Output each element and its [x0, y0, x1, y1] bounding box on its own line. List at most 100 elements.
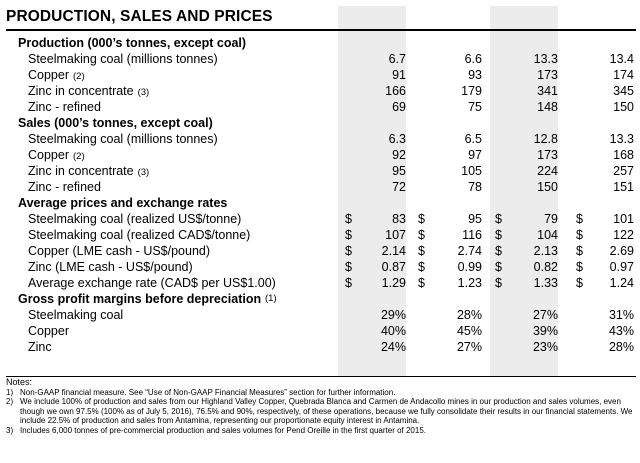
- value-cell: 2.14: [381, 244, 406, 258]
- section-header-production: Production (000’s tonnes, except coal): [0, 36, 640, 52]
- row-label: Zinc - refined: [28, 180, 101, 194]
- table-row: Zinc in concentrate (3) 95 105 224 257: [0, 164, 640, 180]
- table-row: Steelmaking coal (realized CAD$/tonne) $1…: [0, 228, 640, 244]
- value-cell: 101: [613, 212, 634, 226]
- value-cell: 79: [544, 212, 558, 226]
- value-cell: 6.7: [388, 52, 406, 66]
- dollar-sign: $: [418, 276, 425, 290]
- table-row: Copper (2) 92 97 173 168: [0, 148, 640, 164]
- dollar-sign: $: [418, 244, 425, 258]
- value-cell: 174: [613, 68, 634, 82]
- value-cell: 0.87: [381, 260, 406, 274]
- row-label: Copper (2): [28, 148, 85, 162]
- value-cell: 95: [468, 212, 482, 226]
- dollar-sign: $: [495, 244, 502, 258]
- dollar-sign: $: [495, 276, 502, 290]
- section-header-prices: Average prices and exchange rates: [0, 196, 640, 212]
- value-cell: 179: [461, 84, 482, 98]
- value-cell: 1.23: [457, 276, 482, 290]
- row-label: Zinc: [28, 340, 52, 354]
- value-cell: 1.24: [609, 276, 634, 290]
- value-cell: 83: [392, 212, 406, 226]
- row-label-text: Zinc in concentrate: [28, 164, 134, 178]
- section-header-label: Sales (000’s tonnes, except coal): [18, 116, 213, 130]
- row-label-text: Zinc (LME cash - US$/pound): [28, 260, 193, 274]
- row-label: Copper: [28, 324, 69, 338]
- footnote-ref: (1): [265, 293, 277, 304]
- section-header-margins: Gross profit margins before depreciation…: [0, 292, 640, 308]
- value-cell: 173: [537, 148, 558, 162]
- row-label: Copper (LME cash - US$/pound): [28, 244, 210, 258]
- dollar-sign: $: [576, 244, 583, 258]
- value-cell: 45%: [456, 324, 482, 338]
- dollar-sign: $: [345, 260, 352, 274]
- value-cell: 0.82: [533, 260, 558, 274]
- row-label-text: Zinc - refined: [28, 180, 101, 194]
- value-cell: 166: [385, 84, 406, 98]
- table-row: Zinc in concentrate (3) 166 179 341 345: [0, 84, 640, 100]
- value-cell: 13.4: [609, 52, 634, 66]
- value-cell: 24%: [380, 340, 406, 354]
- row-label-text: Steelmaking coal: [28, 308, 124, 322]
- row-label-text: Copper: [28, 148, 69, 162]
- value-cell: 31%: [608, 308, 634, 322]
- value-cell: 27%: [532, 308, 558, 322]
- value-cell: 2.13: [533, 244, 558, 258]
- value-cell: 122: [613, 228, 634, 242]
- row-label-text: Zinc - refined: [28, 100, 101, 114]
- section-header-sales: Sales (000’s tonnes, except coal): [0, 116, 640, 132]
- value-cell: 168: [613, 148, 634, 162]
- value-cell: 151: [613, 180, 634, 194]
- dollar-sign: $: [576, 212, 583, 226]
- value-cell: 150: [613, 100, 634, 114]
- dollar-sign: $: [495, 228, 502, 242]
- title-rule: [6, 29, 636, 31]
- row-label-text: Average exchange rate (CAD$ per US$1.00): [28, 276, 276, 290]
- table-row: Zinc 24% 27% 23% 28%: [0, 340, 640, 356]
- dollar-sign: $: [495, 260, 502, 274]
- value-cell: 2.69: [609, 244, 634, 258]
- value-cell: 2.74: [457, 244, 482, 258]
- value-cell: 13.3: [609, 132, 634, 146]
- value-cell: 104: [537, 228, 558, 242]
- dollar-sign: $: [418, 228, 425, 242]
- row-label: Steelmaking coal: [28, 308, 123, 322]
- table-row: Copper 40% 45% 39% 43%: [0, 324, 640, 340]
- section-header-label: Gross profit margins before depreciation: [18, 292, 262, 306]
- value-cell: 6.3: [388, 132, 406, 146]
- value-cell: 257: [613, 164, 634, 178]
- note-number: 3): [6, 425, 14, 435]
- dollar-sign: $: [418, 260, 425, 274]
- table-row: Steelmaking coal (millions tonnes) 6.3 6.5…: [0, 132, 640, 148]
- row-label-text: Steelmaking coal (realized CAD$/tonne): [28, 228, 251, 242]
- value-cell: 92: [392, 148, 406, 162]
- value-cell: 69: [392, 100, 406, 114]
- footnote-ref: (3): [137, 87, 150, 98]
- value-cell: 91: [392, 68, 406, 82]
- value-cell: 1.33: [533, 276, 558, 290]
- value-cell: 75: [468, 100, 482, 114]
- value-cell: 0.97: [609, 260, 634, 274]
- note-item: 3) Includes 6,000 tonnes of pre-commerci…: [6, 426, 634, 436]
- value-cell: 107: [385, 228, 406, 242]
- table-title: PRODUCTION, SALES AND PRICES: [6, 8, 273, 25]
- value-cell: 13.3: [533, 52, 558, 66]
- row-label: Steelmaking coal (millions tonnes): [28, 132, 218, 146]
- table-row: Steelmaking coal (realized US$/tonne) $83…: [0, 212, 640, 228]
- value-cell: 12.8: [533, 132, 558, 146]
- note-text: We include 100% of production and sales …: [20, 397, 633, 425]
- table-row: Steelmaking coal 29% 28% 27% 31%: [0, 308, 640, 324]
- notes-heading: Notes:: [6, 377, 33, 387]
- column-shade-1: [338, 6, 406, 377]
- value-cell: 150: [537, 180, 558, 194]
- value-cell: 72: [392, 180, 406, 194]
- value-cell: 43%: [608, 324, 634, 338]
- value-cell: 40%: [380, 324, 406, 338]
- notes-rule: [6, 376, 636, 377]
- value-cell: 28%: [456, 308, 482, 322]
- note-item: 1) Non-GAAP financial measure. See “Use …: [6, 388, 634, 398]
- value-cell: 6.6: [464, 52, 482, 66]
- value-cell: 341: [537, 84, 558, 98]
- value-cell: 28%: [608, 340, 634, 354]
- table-row: Zinc - refined 72 78 150 151: [0, 180, 640, 196]
